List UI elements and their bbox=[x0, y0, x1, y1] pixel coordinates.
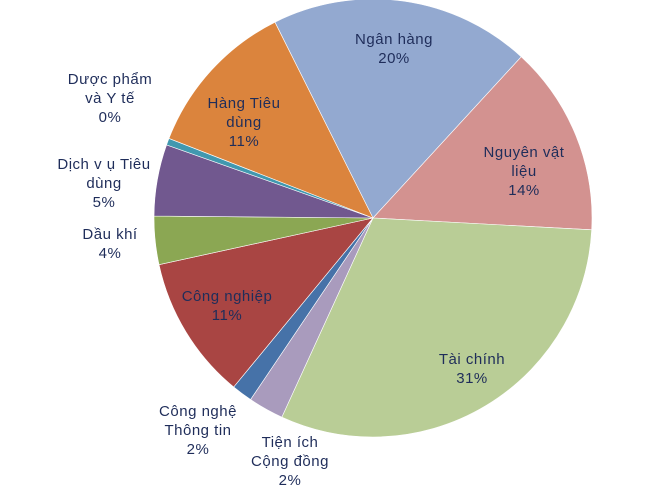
slice-label-line: 20% bbox=[378, 50, 410, 67]
slice-label-line: Dược phẩm bbox=[67, 71, 153, 88]
pie-slice bbox=[274, 0, 522, 219]
slice-label: Hàng Tiêu dùng 11% bbox=[208, 94, 281, 151]
slice-label-line: Thông tin bbox=[164, 422, 232, 439]
slice-label-line: dùng bbox=[226, 114, 262, 131]
slice-label-line: dùng bbox=[86, 175, 122, 192]
slice-label: Nguyên vật liệu 14% bbox=[484, 143, 565, 200]
slice-label: Công nghệ Thông tin 2% bbox=[159, 402, 237, 459]
pie-slice bbox=[158, 217, 374, 388]
pie-slice bbox=[168, 21, 374, 219]
slice-label: Công nghiệp 11% bbox=[182, 287, 273, 325]
slice-label-line: 14% bbox=[508, 182, 540, 199]
slice-label-line: 0% bbox=[98, 109, 122, 126]
slice-label: Tài chính 31% bbox=[439, 350, 505, 388]
slice-label: Tiện ích Cộng đồng 2% bbox=[251, 433, 329, 490]
slice-label-line: 31% bbox=[456, 370, 488, 387]
slice-label-line: Ngân hàng bbox=[355, 31, 433, 48]
slice-label-line: Dịch v ụ Tiêu bbox=[57, 156, 151, 173]
slice-label-line: 5% bbox=[92, 194, 116, 211]
slice-label: Ngân hàng 20% bbox=[355, 30, 433, 68]
slice-label: Dược phẩm và Y tế 0% bbox=[68, 70, 152, 127]
slice-label: Dịch v ụ Tiêu dùng 5% bbox=[57, 155, 150, 212]
slice-label-line: 4% bbox=[98, 245, 122, 262]
slice-label-line: liệu bbox=[511, 163, 537, 180]
slice-label-line: Dầu khí bbox=[82, 226, 138, 243]
slice-label-line: 11% bbox=[211, 307, 243, 324]
pie-slice bbox=[372, 56, 593, 231]
slice-label-line: Nguyên vật bbox=[483, 144, 565, 161]
slice-label-line: Hàng Tiêu bbox=[207, 95, 281, 112]
slice-label: Dầu khí 4% bbox=[82, 225, 137, 263]
slice-label-line: và Y tế bbox=[85, 90, 135, 107]
slice-label-line: 2% bbox=[186, 441, 210, 458]
slice-label-line: 11% bbox=[228, 133, 260, 150]
slice-label-line: Công nghiệp bbox=[181, 288, 273, 305]
slice-label-line: Công nghệ bbox=[159, 403, 237, 420]
slice-label-line: 2% bbox=[278, 472, 302, 489]
slice-label-line: Tài chính bbox=[438, 351, 506, 368]
slice-label-line: Tiện ích bbox=[261, 434, 319, 451]
pie-slice bbox=[281, 217, 592, 438]
slice-label-line: Cộng đồng bbox=[251, 453, 329, 470]
